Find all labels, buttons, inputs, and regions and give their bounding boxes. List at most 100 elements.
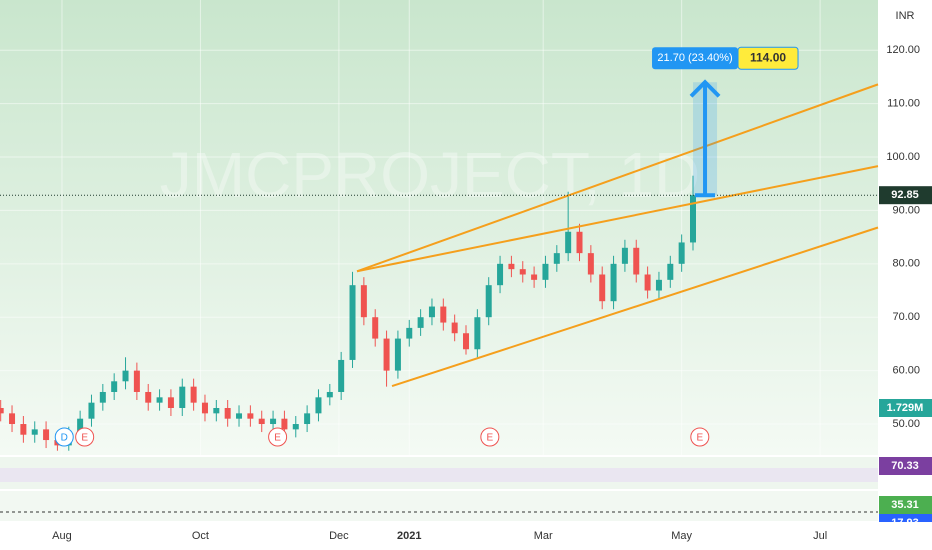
candle-body (621, 247, 628, 264)
candle-body (587, 253, 594, 275)
trendline (356, 83, 879, 273)
event-marker (54, 427, 74, 447)
watermark: JMCPROJECT, 1D (160, 139, 701, 211)
axis-bottom (0, 522, 932, 550)
candle-body (383, 338, 390, 371)
oscillator-label-box (879, 496, 932, 514)
volume-label: 1.729M (887, 402, 924, 414)
x-tick-label: May (671, 530, 692, 542)
candle-body (565, 231, 572, 254)
candle-body (179, 386, 186, 409)
candle-body (236, 413, 243, 419)
oscillator-pane (0, 491, 878, 521)
candle-body (77, 418, 84, 435)
candle-body (655, 279, 662, 291)
rsi-label: 70.33 (891, 460, 919, 472)
candle-body (349, 285, 356, 360)
candle-body (326, 391, 333, 398)
candle-body (270, 418, 277, 425)
y-tick-label: 120.00 (886, 44, 920, 56)
event-label: E (696, 433, 703, 444)
candle-body (360, 285, 367, 318)
candle-body (474, 317, 481, 350)
candle-body (201, 402, 208, 414)
candle-body (9, 413, 16, 425)
candle-body (508, 263, 515, 270)
event-marker (480, 427, 500, 447)
x-tick-label: Oct (192, 530, 209, 542)
last-price-label: 92.85 (891, 189, 919, 201)
event-label: E (81, 433, 88, 444)
candle-body (20, 424, 27, 435)
candle-body (99, 391, 106, 403)
candle-body (31, 429, 38, 435)
rsi-label-box (879, 457, 932, 475)
x-tick-label: Mar (534, 530, 553, 542)
candle-body (167, 397, 174, 409)
candle-body (667, 263, 674, 280)
y-tick-label: 50.00 (892, 418, 920, 430)
candle-body (497, 263, 504, 286)
candle-body (633, 247, 640, 275)
y-tick-label: 70.00 (892, 311, 920, 323)
volume-label-box (879, 399, 932, 417)
trendline (391, 226, 879, 388)
candle-body (576, 231, 583, 254)
candle-body (599, 274, 606, 302)
event-marker (690, 427, 710, 447)
candle-body (372, 317, 379, 339)
candle-body (133, 370, 140, 392)
x-tick-label: Dec (329, 530, 349, 542)
candle-body (224, 408, 231, 419)
candle-body (428, 306, 435, 318)
x-tick-label: 2021 (397, 530, 421, 542)
candle-body (440, 306, 447, 323)
y-tick-label: 100.00 (886, 151, 920, 163)
candle-body (292, 424, 299, 430)
x-tick-label: Jul (813, 530, 827, 542)
y-tick-label: 90.00 (892, 204, 920, 216)
candle-body (463, 333, 470, 350)
y-tick-label: 80.00 (892, 258, 920, 270)
candle-body (111, 381, 118, 392)
candle-body (417, 317, 424, 328)
target-label-box (737, 46, 799, 70)
candle-body (644, 274, 651, 291)
candle-body (531, 274, 538, 280)
candle-body (304, 413, 311, 425)
candle-body (0, 408, 4, 414)
candle-body (213, 408, 220, 414)
projection-head (689, 79, 721, 98)
event-marker (75, 427, 95, 447)
last-price-box (879, 186, 932, 205)
trendline (356, 165, 879, 273)
event-marker (268, 427, 288, 447)
candle-body (258, 418, 265, 425)
candle-body (451, 322, 458, 334)
candle-body (145, 391, 152, 403)
candle-body (394, 338, 401, 371)
candle-body (122, 370, 129, 382)
y-tick-label: 110.00 (887, 98, 920, 110)
oscillator-label: 35.31 (891, 499, 919, 511)
rsi-band (0, 468, 878, 482)
projection-label: 21.70 (23.40%) (657, 52, 732, 64)
event-label: D (61, 433, 68, 444)
currency-label: INR (896, 10, 915, 22)
candle-body (338, 359, 345, 392)
candle-body (553, 253, 560, 264)
candle-body (542, 263, 549, 280)
y-tick-label: 60.00 (892, 365, 920, 377)
candle-body (315, 397, 322, 414)
event-label: E (274, 433, 281, 444)
candle-body (678, 242, 685, 264)
candle-body (690, 195, 697, 243)
target-label: 114.00 (750, 50, 786, 64)
event-label: E (487, 433, 494, 444)
candle-body (43, 429, 50, 441)
candle-body (88, 402, 95, 419)
plot-background (0, 0, 878, 455)
candle-body (610, 263, 617, 302)
